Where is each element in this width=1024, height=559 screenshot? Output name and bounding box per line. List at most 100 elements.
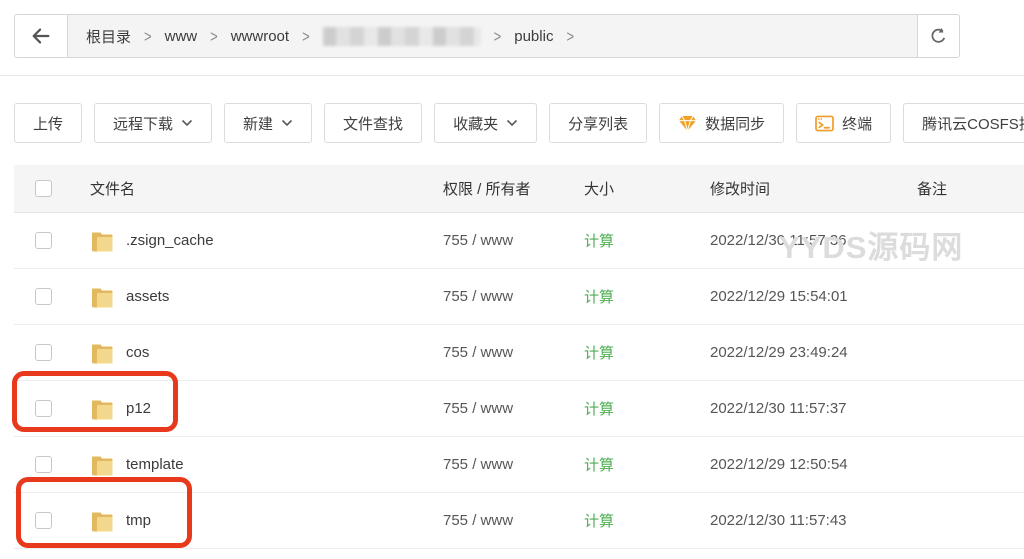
file-name[interactable]: assets [126,288,170,305]
breadcrumb-item-www[interactable]: www [164,27,198,45]
refresh-button[interactable] [917,15,959,57]
row-select-cell [14,344,75,361]
button-label: 上传 [33,115,64,133]
header-size: 大小 [567,178,695,199]
calc-size-link[interactable]: 计算 [584,401,615,418]
cosfs-mount-button[interactable]: 腾讯云COSFS挂载工 [903,103,1024,143]
calc-size-link[interactable]: 计算 [584,233,615,250]
breadcrumb-item-root[interactable]: 根目录 [86,28,132,46]
header-permission-owner: 权限 / 所有者 [428,178,567,199]
row-select-cell [14,512,75,529]
table-header: 文件名 权限 / 所有者 大小 修改时间 备注 [14,165,1024,213]
file-mtime: 2022/12/30 11:57:37 [710,400,847,417]
breadcrumb-separator: > [493,26,502,46]
file-name-cell: cos [75,341,428,365]
file-name[interactable]: cos [126,344,150,361]
row-checkbox[interactable] [35,400,52,417]
file-mtime: 2022/12/29 12:50:54 [710,456,848,473]
file-size-cell: 计算 [567,230,695,251]
file-search-button[interactable]: 文件查找 [324,103,423,143]
file-size-cell: 计算 [567,510,695,531]
row-select-cell [14,456,75,473]
arrow-left-icon [30,25,52,47]
button-label: 收藏夹 [453,115,499,133]
chevron-down-icon [281,119,293,127]
file-name[interactable]: template [126,456,184,473]
breadcrumb: 根目录 > www > wwwroot > > public > [68,15,917,57]
file-name-cell: template [75,453,428,477]
favorites-button[interactable]: 收藏夹 [434,103,538,143]
table-row: .zsign_cache 755 / www 计算 2022/12/30 11:… [14,213,1024,269]
share-list-button[interactable]: 分享列表 [549,103,648,143]
select-all-cell [14,180,75,197]
button-label: 分享列表 [568,115,629,133]
divider [0,75,1024,76]
table-row: cos 755 / www 计算 2022/12/29 23:49:24 [14,325,1024,381]
upload-button[interactable]: 上传 [14,103,83,143]
row-select-cell [14,288,75,305]
file-name[interactable]: tmp [126,512,152,529]
breadcrumb-item-public[interactable]: public [514,27,554,45]
remote-download-button[interactable]: 远程下载 [94,103,213,143]
gem-icon [678,115,697,132]
button-label: 远程下载 [113,115,174,133]
file-permission: 755 / www [443,456,514,473]
file-name[interactable]: .zsign_cache [126,232,214,249]
terminal-icon [815,115,834,132]
row-checkbox[interactable] [35,512,52,529]
folder-icon [90,341,116,365]
folder-icon [90,453,116,477]
select-all-checkbox[interactable] [35,180,52,197]
table-row-highlighted: p12 755 / www 计算 2022/12/30 11:57:37 [14,381,1024,437]
folder-icon [90,509,116,533]
breadcrumb-separator: > [302,26,310,46]
row-checkbox[interactable] [35,288,52,305]
row-select-cell [14,400,75,417]
breadcrumb-separator: > [210,26,218,46]
toolbar: 上传 远程下载 新建 文件查找 收藏夹 分享列表 数据同步 终端 腾讯云COSF… [14,103,1024,143]
breadcrumb-separator: > [566,26,575,46]
file-name[interactable]: p12 [126,400,152,417]
file-name-cell: assets [75,285,428,309]
table-row-highlighted: tmp 755 / www 计算 2022/12/30 11:57:43 [14,493,1024,549]
breadcrumb-bar: 根目录 > www > wwwroot > > public > [14,14,960,58]
file-permission: 755 / www [443,344,514,361]
back-button[interactable] [15,15,68,57]
button-label: 腾讯云COSFS挂载工 [922,115,1024,133]
folder-icon [90,285,116,309]
data-sync-button[interactable]: 数据同步 [659,103,785,143]
folder-icon [90,397,116,421]
file-name-cell: .zsign_cache [75,229,428,253]
file-size-cell: 计算 [567,342,695,363]
button-label: 终端 [842,115,873,133]
file-name-cell: tmp [75,509,428,533]
button-label: 数据同步 [705,115,766,133]
file-permission: 755 / www [443,400,514,417]
file-mtime: 2022/12/29 23:49:24 [710,344,848,361]
breadcrumb-item-wwwroot[interactable]: wwwroot [230,27,290,45]
breadcrumb-separator: > [144,26,152,46]
refresh-icon [928,26,949,47]
calc-size-link[interactable]: 计算 [584,289,615,306]
file-table: 文件名 权限 / 所有者 大小 修改时间 备注 .zsign_cache 755… [14,165,1024,549]
table-row: assets 755 / www 计算 2022/12/29 15:54:01 [14,269,1024,325]
file-mtime: 2022/12/30 11:57:36 [710,232,847,249]
header-note: 备注 [900,178,1024,199]
row-checkbox[interactable] [35,232,52,249]
file-size-cell: 计算 [567,454,695,475]
file-name-cell: p12 [75,397,428,421]
row-checkbox[interactable] [35,344,52,361]
calc-size-link[interactable]: 计算 [584,513,615,530]
row-checkbox[interactable] [35,456,52,473]
chevron-down-icon [506,119,518,127]
calc-size-link[interactable]: 计算 [584,457,615,474]
file-mtime: 2022/12/30 11:57:43 [710,512,847,529]
header-file-name: 文件名 [90,181,136,198]
table-row: template 755 / www 计算 2022/12/29 12:50:5… [14,437,1024,493]
header-modified-time: 修改时间 [695,178,900,199]
new-button[interactable]: 新建 [224,103,313,143]
folder-icon [90,229,116,253]
calc-size-link[interactable]: 计算 [584,345,615,362]
file-permission: 755 / www [443,288,514,305]
terminal-button[interactable]: 终端 [796,103,892,143]
